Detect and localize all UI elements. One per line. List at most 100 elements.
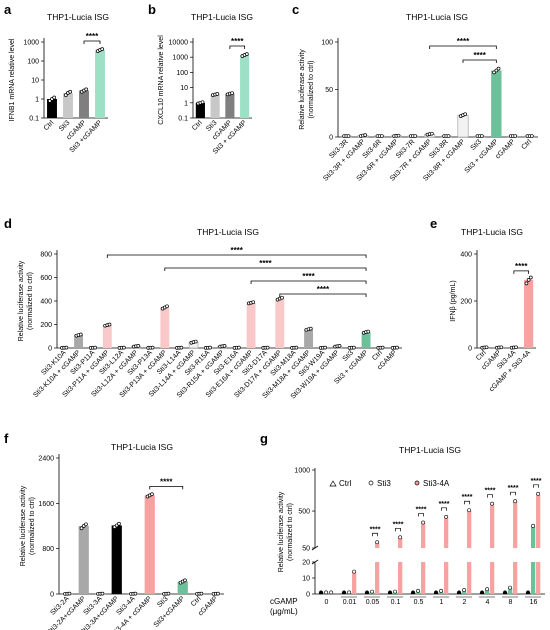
panel-label: b (148, 2, 156, 17)
y-tick-label: 50 (302, 546, 310, 553)
y-tick-label: 10 (302, 576, 310, 583)
significance-label: **** (259, 259, 272, 268)
bar (275, 298, 285, 348)
bar-lower (530, 562, 536, 594)
data-point (439, 588, 444, 593)
panel-label: e (430, 216, 437, 231)
bar-lower (513, 562, 518, 594)
bar (491, 70, 502, 137)
y-tick-label: 10000 (169, 40, 189, 47)
data-point (308, 326, 313, 331)
y-axis-label-line1: Relative luciferase activity (299, 49, 306, 130)
bar (102, 325, 112, 348)
category-label: 1 (440, 599, 444, 606)
data-point (492, 70, 496, 75)
data-point (503, 590, 507, 595)
data-point (265, 345, 270, 350)
data-point (434, 590, 438, 595)
panel-label: d (4, 216, 12, 231)
bar-upper (513, 501, 518, 548)
bar (507, 587, 513, 594)
significance-label: **** (393, 521, 404, 528)
y-tick-label: 10 (180, 85, 188, 92)
data-point (78, 332, 83, 337)
data-point (480, 590, 484, 595)
data-point (84, 87, 89, 92)
data-point (280, 295, 284, 300)
significance-label: **** (439, 501, 450, 508)
data-point (395, 345, 399, 350)
bar (304, 329, 314, 348)
y-tick-label: 0 (50, 592, 54, 599)
panel-label: f (4, 431, 9, 446)
legend-label: Sti3-4A (423, 479, 450, 488)
panel-c: c THP1-Lucia ISG 0 50 100 Relative luciferase… (292, 2, 538, 183)
data-point (457, 590, 461, 595)
y-tick-label: 10 (31, 78, 39, 85)
bar (240, 54, 250, 118)
panel-label: g (260, 431, 268, 446)
data-point (467, 508, 472, 513)
data-point (93, 345, 97, 350)
bar (524, 279, 534, 348)
data-point (375, 540, 380, 545)
data-point (380, 134, 384, 138)
x-axis-label-line1: cGAMP (270, 597, 298, 606)
bar (74, 335, 84, 348)
bar-upper (398, 537, 403, 548)
bar (111, 525, 122, 594)
data-point (230, 91, 234, 96)
y-tick-label: 2400 (38, 456, 54, 463)
data-point (222, 344, 227, 348)
bar (47, 99, 57, 118)
data-point (150, 492, 154, 497)
chart-title: THP1-Lucia ISG (406, 12, 468, 22)
data-point (323, 345, 327, 350)
bar (210, 94, 220, 118)
significance-bracket (372, 532, 378, 537)
bar (78, 526, 89, 594)
data-point (446, 134, 451, 138)
legend-marker (368, 480, 374, 486)
y-tick-label: 0.1 (178, 116, 188, 123)
data-point (133, 591, 138, 596)
data-point (393, 589, 398, 594)
significance-label: **** (160, 477, 173, 486)
data-point (200, 100, 205, 105)
significance-label: **** (462, 494, 473, 501)
bar-lower (444, 562, 449, 594)
data-point (430, 131, 434, 136)
category-label: Ctrl (520, 138, 533, 151)
data-point (352, 569, 357, 574)
significance-label: **** (317, 285, 330, 294)
data-point (324, 590, 329, 595)
significance-label: **** (485, 488, 496, 495)
data-point (347, 590, 352, 595)
data-point (67, 591, 72, 596)
bar (144, 495, 155, 594)
data-point (251, 300, 256, 305)
data-point (79, 526, 84, 531)
data-point (494, 68, 499, 73)
chart-title: THP1-Lucia ISG (399, 445, 461, 455)
data-point (294, 345, 299, 350)
y-tick-label: 600 (40, 275, 52, 282)
significance-bracket (83, 40, 101, 44)
significance-bracket (487, 494, 493, 498)
y-axis-label-line1: Relative luciferase activity (20, 485, 27, 566)
bar (63, 93, 73, 118)
data-point (237, 345, 241, 350)
y-axis-label: IFNβ (pg/mL) (450, 280, 457, 321)
data-point (216, 591, 220, 596)
bar (361, 332, 371, 348)
data-point (485, 587, 490, 592)
data-point (530, 134, 534, 138)
data-point (319, 590, 323, 595)
chart-title: THP1-Lucia ISG (461, 227, 523, 237)
category-label: 0.5 (414, 599, 424, 606)
y-axis-label: Relative luciferase activity (normalized … (299, 49, 315, 130)
y-axis-label-line2: (normalized to ctrl) (308, 61, 315, 119)
data-point (513, 499, 518, 504)
